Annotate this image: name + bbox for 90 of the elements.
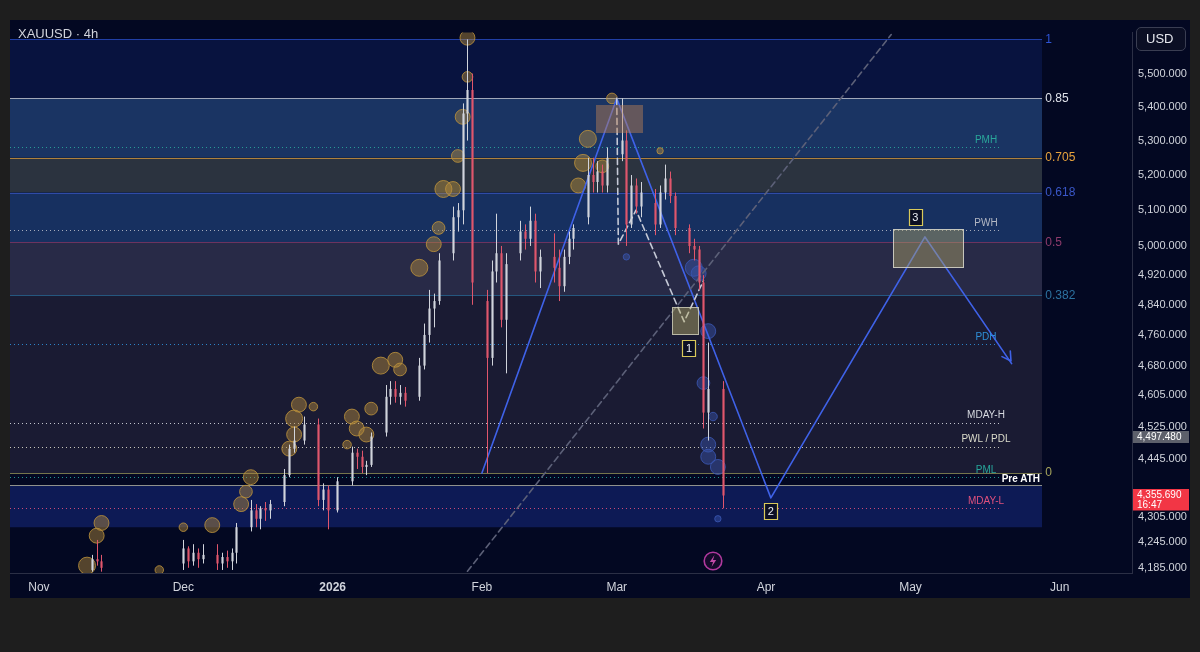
- candlestick: [322, 482, 325, 511]
- ref-line-label: PMH: [974, 134, 998, 146]
- candlestick: [592, 157, 595, 193]
- annotation: 1: [685, 342, 693, 355]
- y-tick-label: 4,245.000: [1138, 535, 1187, 548]
- y-axis-title: USD: [1136, 27, 1186, 51]
- text: 4,355.690 16:47: [1137, 489, 1182, 510]
- y-tick-label: 5,300.000: [1138, 133, 1187, 146]
- candlestick: [404, 386, 407, 408]
- ref-line-label: MDAY-L: [967, 495, 1005, 507]
- candlestick: [269, 499, 272, 520]
- annotation: 2: [767, 505, 774, 518]
- candlestick: [394, 380, 397, 404]
- x-tick-label: Nov: [28, 579, 50, 594]
- y-tick-label: 4,185.000: [1138, 560, 1187, 573]
- annotation: 0.618: [1045, 184, 1076, 199]
- candlestick: [558, 249, 561, 302]
- candlestick: [596, 160, 599, 193]
- candlestick: [356, 448, 359, 470]
- x-tick-label: May: [899, 579, 922, 594]
- candlestick: [621, 97, 624, 162]
- text: 4,497.480: [1137, 431, 1182, 443]
- annotation: 0: [1045, 465, 1053, 480]
- annotation: 3: [912, 211, 919, 224]
- y-tick-label: 4,680.000: [1138, 358, 1187, 371]
- candlestick: [231, 547, 234, 571]
- y-tick-label: 5,000.000: [1138, 239, 1187, 251]
- candlestick: [259, 505, 262, 530]
- candlestick: [250, 499, 253, 532]
- y-tick-label: 4,525.000: [1138, 419, 1187, 432]
- y-tick-label: 4,760.000: [1138, 327, 1187, 340]
- candlestick: [654, 188, 657, 236]
- x-tick-label: Dec: [172, 579, 195, 594]
- y-tick-label: 5,200.000: [1138, 168, 1187, 181]
- candlestick: [327, 484, 330, 530]
- annotation: 0.5: [1045, 234, 1063, 249]
- candlestick: [264, 501, 267, 522]
- x-tick-label: Mar: [606, 579, 628, 594]
- annotation: 0.85: [1045, 90, 1069, 105]
- candlestick: [572, 223, 575, 251]
- x-tick-label: Apr: [756, 579, 776, 594]
- x-tick-label: 2026: [319, 579, 347, 594]
- candlestick: [457, 202, 460, 233]
- candlestick: [635, 178, 638, 215]
- candlestick: [197, 547, 200, 569]
- y-tick-label: 5,400.000: [1138, 99, 1187, 112]
- candlestick: [693, 238, 696, 261]
- candlestick: [192, 543, 195, 567]
- x-tick-label: Jun: [1050, 579, 1070, 594]
- ref-line-label: PWL / PDL: [961, 433, 1011, 445]
- y-tick-label: 4,840.000: [1138, 297, 1187, 310]
- y-tick-label: 5,100.000: [1138, 203, 1187, 216]
- y-tick-label: 4,445.000: [1138, 451, 1187, 464]
- band-label: Pre ATH: [1001, 473, 1040, 485]
- chart-title: XAUUSD · 4h: [18, 26, 99, 42]
- candlestick: [669, 171, 672, 204]
- candlestick: [293, 426, 296, 454]
- candlestick: [601, 164, 604, 193]
- candlestick: [640, 181, 643, 218]
- candlestick: [466, 38, 469, 142]
- candlestick: [389, 380, 392, 406]
- ref-line-label: MDAY-H: [967, 409, 1005, 421]
- y-tick-label: 5,500.000: [1138, 66, 1187, 79]
- candlestick: [182, 539, 185, 571]
- y-tick-label: 4,605.000: [1138, 387, 1187, 400]
- ref-line-label: PWH: [974, 216, 998, 228]
- annotation: 0.382: [1045, 287, 1076, 302]
- x-tick-label: Feb: [471, 579, 493, 594]
- y-tick-label: 4,305.000: [1138, 509, 1187, 522]
- candlestick: [187, 545, 190, 569]
- ref-line-label: PML: [975, 463, 997, 475]
- annotation: 0.705: [1045, 150, 1076, 165]
- candlestick: [664, 164, 667, 201]
- annotation: 1: [1045, 31, 1053, 46]
- y-tick-label: 4,920.000: [1138, 268, 1187, 281]
- candlestick: [539, 249, 542, 289]
- candlestick: [688, 223, 691, 254]
- candlestick: [96, 539, 99, 567]
- candlestick: [519, 220, 522, 261]
- candlestick: [433, 293, 436, 328]
- candlestick: [361, 450, 364, 474]
- candlestick: [553, 232, 556, 284]
- candlestick: [568, 231, 571, 265]
- candlestick: [399, 384, 402, 406]
- candlestick: [529, 206, 532, 247]
- candlestick: [524, 223, 527, 251]
- candlestick: [255, 503, 258, 528]
- candlestick: [495, 213, 498, 284]
- candlestick: [202, 543, 205, 564]
- candlestick: [216, 543, 219, 571]
